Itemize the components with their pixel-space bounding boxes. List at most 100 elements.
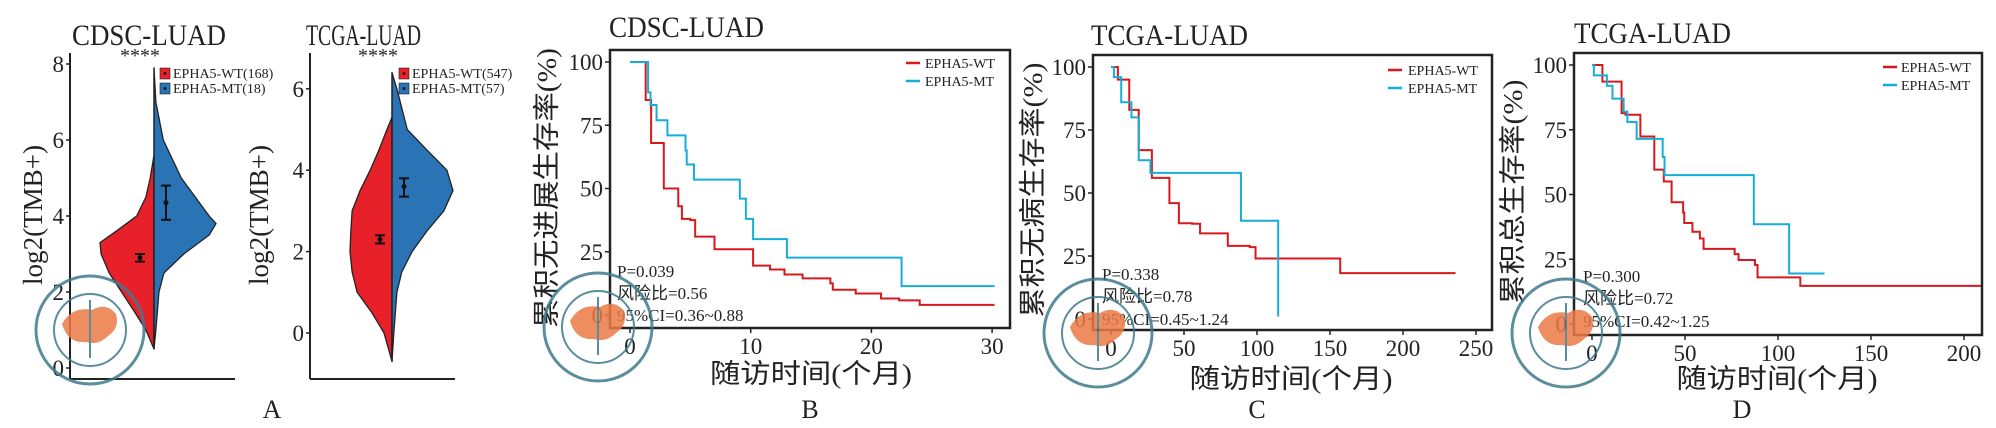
legend-label-mt: EPHA5-MT(18) [173,82,266,97]
panel-label-a: A [263,395,282,424]
watermark-logo [1042,277,1154,389]
y-tick-label: 8 [53,52,65,77]
y-tick-label: 6 [293,77,305,102]
survival-curve-mt [1592,64,1825,275]
p-value: P=0.039 [617,262,674,281]
y-tick-label: 75 [580,113,603,138]
x-tick-label: 100 [1240,336,1275,361]
watermark-inner-ring [561,290,635,364]
chart-title: TCGA-LUAD [306,19,421,52]
significance-stars: **** [120,45,160,67]
y-tick-label: 2 [53,280,65,305]
y-axis-label: log2(TMB+) [244,145,274,285]
x-tick-label: 0 [1586,341,1598,366]
violin-half-mt [391,71,454,363]
survival-curve-wt [1111,66,1456,275]
watermark-inner-ring [1529,296,1603,370]
legend-label-wt: EPHA5-WT(547) [412,67,513,82]
x-tick-label: 30 [981,334,1004,359]
legend-swatch-dot [163,72,167,75]
watermark-outer-ring [542,271,654,383]
legend-swatch-dot [163,87,167,90]
y-tick-label: 6 [53,128,65,153]
watermark-outer-ring [1042,277,1154,389]
y-axis-label: 累积无进展生存率(%) [532,48,562,328]
y-tick-label: 50 [580,177,603,202]
violin-half-mt [153,67,217,350]
y-tick-label: 75 [1063,118,1086,143]
x-tick-label: 100 [1761,341,1796,366]
confidence-interval: 95%CI=0.42~1.25 [1583,312,1709,331]
survival-curve-wt [630,61,995,306]
chart-title: CDSC-LUAD [609,11,764,44]
legend-label-wt: EPHA5-WT [1408,64,1478,79]
mean-point [163,200,169,206]
y-tick-label: 4 [53,204,65,229]
watermark-logo [1510,277,1622,389]
hazard-ratio: 风险比=0.56 [617,284,707,303]
legend-label-wt: EPHA5-WT [1901,61,1971,76]
y-tick-label: 0 [53,356,65,381]
violin-half-wt [99,154,155,350]
legend-label-wt: EPHA5-WT(168) [173,67,274,82]
panel-label-d: D [1733,395,1752,424]
hazard-ratio: 风险比=0.78 [1102,287,1192,306]
km-chart-os-tcga: 0255075100050100150200TCGA-LUAD累积总生存率(%)… [1498,17,1984,394]
survival-curve-mt [630,61,995,288]
y-axis-label: 累积无病生存率(%) [1018,63,1048,318]
x-tick-label: 50 [1173,336,1196,361]
y-axis-label: 累积总生存率(%) [1498,80,1528,305]
watermark-inner-ring [53,293,127,367]
watermark-logo [34,274,146,386]
legend-label-mt: EPHA5-MT [1408,82,1478,97]
p-value: P=0.300 [1583,267,1640,286]
x-axis-label: 随访时间(个月) [710,359,912,389]
mean-point [377,236,383,242]
chart-title: TCGA-LUAD [1091,19,1248,52]
watermark-layer [34,271,1622,389]
y-tick-label: 50 [1063,181,1086,206]
x-axis-label: 随访时间(个月) [1190,364,1393,394]
km-chart-dfs-tcga: 0255075100050100150200250TCGA-LUAD累积无病生存… [1018,19,1494,394]
legend-swatch-dot [402,87,406,90]
y-tick-label: 2 [293,240,305,265]
panel-label-c: C [1248,395,1265,424]
legend-swatch-dot [402,72,406,75]
y-tick-label: 100 [1052,55,1087,80]
p-value: P=0.338 [1102,265,1159,284]
watermark-logo [542,271,654,383]
legend-label-mt: EPHA5-MT(57) [412,82,505,97]
chart-title: CDSC-LUAD [72,19,226,52]
survival-curve-wt [1592,64,1983,287]
x-tick-label: 200 [1947,341,1982,366]
y-tick-label: 25 [1544,247,1567,272]
y-tick-label: 4 [293,158,305,183]
violin-half-wt [349,116,393,363]
x-tick-label: 150 [1313,336,1348,361]
y-tick-label: 100 [1533,53,1568,78]
y-tick-label: 0 [293,321,305,346]
y-tick-label: 25 [580,240,603,265]
hazard-ratio: 风险比=0.72 [1583,289,1673,308]
mean-point [137,255,143,261]
legend-label-mt: EPHA5-MT [1901,79,1971,94]
x-tick-label: 20 [860,334,883,359]
y-tick-label: 75 [1544,118,1567,143]
x-tick-label: 50 [1674,341,1697,366]
y-axis-label: log2(TMB+) [18,145,48,285]
legend-label-wt: EPHA5-WT [925,57,995,72]
y-tick-label: 100 [569,50,604,75]
x-tick-label: 150 [1854,341,1889,366]
significance-stars: **** [358,45,398,67]
panel-label-b: B [801,395,818,424]
violin-chart-cdsc: 0 2 4 6 8 CDSC-LUAD log2(TMB+) **** EPHA5-WT(168… [18,19,274,381]
y-tick-label: 50 [1544,183,1567,208]
legend-label-mt: EPHA5-MT [925,75,995,90]
x-tick-label: 0 [1105,336,1117,361]
km-chart-pfs-cdsc: 02550751000102030CDSC-LUAD累积无进展生存率(%)随访时… [532,11,1012,389]
x-tick-label: 250 [1459,336,1494,361]
chart-title: TCGA-LUAD [1574,17,1731,50]
x-tick-label: 0 [624,334,636,359]
